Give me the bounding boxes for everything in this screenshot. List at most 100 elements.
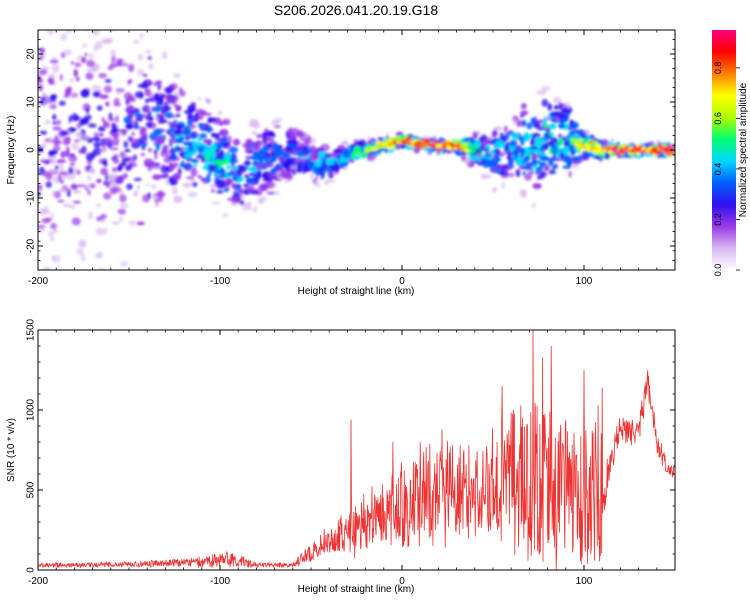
spectrogram-cell: [521, 189, 527, 198]
spectrogram-cell: [111, 186, 121, 193]
spectrogram-cell: [111, 55, 116, 64]
spectrogram-cell: [56, 119, 62, 125]
spectrogram-cell: [531, 117, 536, 126]
spectrogram-cell: [206, 145, 212, 153]
spectrogram-cell: [62, 203, 71, 207]
spectrogram-cell: [325, 159, 332, 166]
spectrogram-cell: [145, 121, 154, 128]
spectrogram-cell: [38, 224, 46, 229]
spectrogram-cell: [185, 164, 193, 168]
spectrogram-cell: [38, 184, 43, 191]
spectrogram-cell: [39, 159, 48, 164]
spectrogram-cell: [70, 61, 75, 65]
x-tick-label: 0: [399, 276, 405, 287]
spectrogram-cell: [86, 68, 94, 73]
spectrogram-cell: [38, 68, 48, 76]
spectrogram-x-label: Height of straight line (km): [298, 286, 415, 297]
spectrogram-cell: [562, 165, 572, 170]
spectrogram-cell: [95, 227, 105, 236]
spectrogram-peak: [593, 141, 599, 145]
spectrogram-cell: [206, 141, 212, 147]
spectrogram-cell: [132, 39, 140, 44]
spectrogram-cell: [163, 157, 172, 163]
spectrogram-cell: [166, 96, 172, 104]
spectrogram-cell: [83, 26, 90, 30]
spectrogram-cell: [142, 104, 151, 114]
spectrogram-cell: [115, 115, 119, 123]
spectrogram-cell: [54, 135, 58, 140]
spectrogram-cell: [493, 126, 503, 131]
spectrogram-cell: [59, 170, 66, 176]
spectrogram-cell: [211, 144, 218, 150]
spectrogram-cell: [86, 138, 94, 143]
snr-series-line: [38, 330, 675, 570]
spectrogram-cell: [70, 183, 78, 190]
spectrogram-cell: [231, 197, 237, 204]
spectrogram-cell: [139, 132, 148, 136]
spectrogram-cell: [255, 171, 262, 180]
spectrogram-cell: [233, 138, 240, 146]
spectrogram-cell: [360, 151, 368, 158]
spectrogram-peak: [649, 149, 656, 154]
spectrogram-cell: [195, 154, 204, 159]
spectrogram-cell: [308, 161, 314, 169]
spectrogram-cell: [187, 119, 193, 127]
spectrogram-cell: [179, 163, 186, 168]
spectrogram-cell: [38, 84, 43, 92]
spectrogram-cell: [551, 163, 556, 172]
spectrogram-cell: [87, 189, 91, 196]
y-tick-label: 10: [26, 96, 37, 108]
spectrogram-cell: [519, 136, 524, 142]
spectrogram-cell: [287, 127, 294, 134]
spectrogram-cell: [100, 168, 108, 176]
snr-frame: [37, 329, 676, 571]
spectrogram-cell: [173, 73, 181, 79]
spectrogram-cell: [283, 153, 288, 159]
spectrogram-cell: [65, 149, 70, 158]
spectrogram-cell: [242, 161, 252, 166]
spectrogram-cell: [182, 183, 192, 188]
spectrogram-cell: [144, 90, 152, 97]
spectrogram-cell: [164, 171, 169, 178]
spectrogram-peak: [383, 138, 389, 142]
spectrogram-cell: [69, 23, 74, 30]
spectrogram-cell: [529, 152, 538, 161]
spectrogram-cell: [592, 153, 597, 157]
spectrogram-cell: [145, 80, 153, 85]
spectrogram-cell: [44, 119, 51, 125]
spectrogram-cell: [530, 139, 535, 146]
spectrogram-cell: [508, 172, 515, 178]
spectrogram-cell: [289, 132, 297, 141]
spectrogram-cell: [45, 217, 50, 222]
spectrogram-cell: [104, 39, 112, 44]
spectrogram-cell: [267, 172, 276, 179]
spectrogram-cell: [534, 124, 542, 128]
spectrogram-cell: [114, 177, 124, 184]
spectrogram-cell: [314, 181, 321, 188]
spectrogram-cell: [539, 152, 546, 157]
spectrogram-cell: [69, 78, 75, 83]
spectrogram-cell: [505, 142, 510, 149]
spectrogram-cell: [147, 166, 152, 172]
spectrogram-peak: [588, 140, 594, 144]
spectrogram-cell: [155, 80, 162, 85]
spectrogram-cell: [273, 125, 281, 129]
spectrogram-cell: [85, 72, 94, 80]
spectrogram-cell: [153, 82, 158, 86]
spectrogram-cell: [566, 101, 571, 109]
spectrogram-cell: [515, 157, 524, 165]
spectrogram-cell: [72, 200, 82, 204]
spectrogram-cell: [173, 99, 177, 108]
spectrogram-cell: [146, 98, 155, 102]
spectrogram-cell: [102, 141, 106, 148]
spectrogram-cell: [197, 122, 205, 128]
snr-y-ticks: 0 500 1000 1500: [26, 318, 675, 573]
spectrogram-cell: [125, 165, 132, 171]
spectrogram-cell: [551, 154, 557, 162]
spectrogram-cell: [68, 166, 74, 176]
spectrogram-cell: [205, 98, 212, 105]
spectrogram-cell: [492, 166, 502, 171]
spectrogram-cell: [367, 140, 372, 146]
spectrogram-cell: [558, 133, 562, 139]
